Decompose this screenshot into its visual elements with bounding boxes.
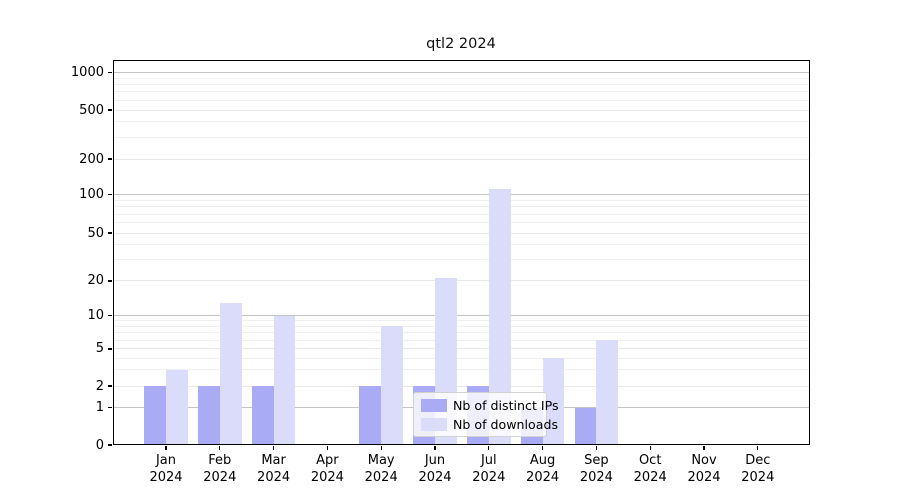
bar-downloads [542,358,565,445]
bar-downloads [273,315,296,445]
y-tick-mark [108,158,112,160]
x-tick-label: Jan 2024 [149,453,183,485]
y-gridline [112,206,810,208]
x-tick-label: Sep 2024 [579,453,613,485]
y-tick-label: 50 [87,225,104,241]
y-tick-label: 10 [87,308,104,324]
y-gridline [112,232,810,234]
chart-title: qtl2 2024 [426,36,496,52]
legend: Nb of distinct IPs Nb of downloads [413,392,559,437]
legend-swatch-downloads [421,418,447,431]
x-tick-label: Aug 2024 [526,453,560,485]
y-gridline [112,280,810,282]
y-gridline [112,121,810,123]
y-gridline [112,199,810,201]
y-gridline [112,369,810,371]
y-tick-label: 2 [95,378,104,394]
y-gridline [112,332,810,334]
y-gridline [112,339,810,341]
y-tick-label: 1000 [70,64,104,80]
x-tick-label: Nov 2024 [687,453,721,485]
bar-downloads [166,369,188,445]
y-tick-label: 500 [79,102,104,118]
y-gridline [112,213,810,215]
y-gridline [112,320,810,322]
bar-distinct-ips [144,386,166,445]
x-tick-label: Oct 2024 [633,453,667,485]
y-gridline [112,259,810,261]
y-tick-mark [108,280,112,282]
y-gridline [112,99,810,101]
y-tick-label: 200 [79,151,104,167]
y-tick-mark [108,385,112,387]
x-tick-mark [165,446,167,450]
bar-downloads [596,340,619,445]
y-gridline [112,315,810,317]
y-tick-mark [108,315,112,317]
y-tick-mark [108,193,112,196]
y-gridline [112,158,810,160]
x-tick-mark [488,446,490,450]
y-gridline [112,348,810,350]
y-gridline [112,109,810,111]
bar-distinct-ips [251,386,274,445]
y-tick-label: 1 [95,400,104,415]
x-tick-label: Feb 2024 [203,453,237,485]
y-gridline [112,83,810,85]
x-tick-label: Jun 2024 [418,453,452,485]
y-gridline [112,325,810,327]
x-tick-label: Mar 2024 [257,453,291,485]
y-tick-label: 0 [95,437,104,453]
x-tick-mark [757,446,759,450]
y-tick-mark [108,348,112,350]
y-gridline [112,194,810,196]
y-gridline [112,222,810,224]
y-gridline [112,91,810,93]
y-tick-label: 5 [95,341,104,357]
bar-distinct-ips [198,386,220,445]
x-tick-mark [380,446,382,450]
legend-row-downloads: Nb of downloads [414,416,558,433]
y-gridline [112,244,810,246]
bar-downloads [488,188,511,445]
x-tick-label: Apr 2024 [310,453,344,485]
bar-downloads [381,326,403,445]
y-gridline [112,357,810,359]
y-gridline [112,71,810,73]
x-tick-mark [649,446,651,450]
bar-downloads [219,302,242,445]
legend-label-downloads: Nb of downloads [453,417,559,432]
y-tick-mark [108,444,112,446]
x-tick-mark [595,446,597,450]
x-tick-mark [542,446,544,450]
y-tick-mark [108,406,112,409]
x-tick-mark [434,446,436,450]
x-tick-label: May 2024 [364,453,398,485]
y-gridline [112,77,810,79]
x-tick-mark [703,446,705,450]
x-tick-mark [273,446,275,450]
y-tick-label: 20 [87,273,104,289]
y-tick-label: 100 [79,187,104,203]
legend-swatch-distinct-ips [421,399,447,412]
plot-area: Nb of distinct IPs Nb of downloads [112,60,810,445]
y-gridline [112,385,810,387]
bar-distinct-ips [359,386,382,445]
y-tick-mark [108,109,112,111]
x-tick-label: Jul 2024 [472,453,506,485]
legend-label-distinct-ips: Nb of distinct IPs [453,398,559,413]
y-tick-mark [108,71,112,73]
legend-row-distinct-ips: Nb of distinct IPs [414,397,559,414]
x-tick-mark [326,446,328,450]
y-tick-mark [108,232,112,234]
bar-distinct-ips [574,407,597,445]
y-gridline [112,136,810,138]
x-tick-mark [219,446,221,450]
x-tick-label: Dec 2024 [741,453,775,485]
